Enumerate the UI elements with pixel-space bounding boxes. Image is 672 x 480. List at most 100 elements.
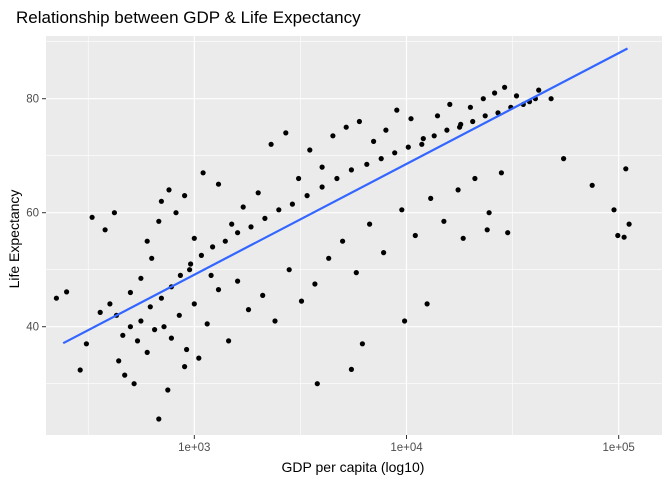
data-point [455, 187, 461, 193]
data-point [460, 235, 466, 241]
data-point [480, 96, 486, 102]
data-point [495, 110, 501, 116]
data-point [405, 144, 411, 150]
data-point [168, 335, 174, 341]
data-point [392, 150, 398, 156]
data-point [340, 238, 346, 244]
data-point [204, 321, 210, 327]
data-point [513, 93, 520, 99]
data-point [319, 184, 325, 190]
data-point [283, 130, 289, 136]
data-point [235, 278, 241, 284]
data-point [222, 238, 228, 244]
x-tick-label: 1e+03 [178, 442, 210, 454]
data-point [412, 232, 418, 239]
data-point [268, 141, 274, 147]
data-point [102, 227, 108, 233]
data-point [131, 381, 137, 387]
data-point [255, 190, 261, 196]
data-point [296, 175, 302, 182]
data-point [383, 127, 389, 133]
data-point [165, 387, 171, 393]
data-point [235, 230, 241, 236]
data-point [248, 224, 254, 230]
data-point [348, 167, 354, 173]
data-point [289, 201, 295, 207]
data-point [424, 301, 430, 307]
data-point [158, 198, 164, 204]
trend-line [62, 47, 629, 345]
data-point [149, 255, 155, 261]
data-point [127, 324, 133, 330]
y-tick-label: 40 [26, 322, 39, 334]
data-point [53, 295, 60, 301]
data-point [444, 127, 450, 133]
data-point [182, 193, 188, 199]
data-point [161, 324, 167, 330]
data-point [472, 175, 478, 182]
data-point [116, 358, 122, 364]
y-tick-label: 80 [26, 94, 39, 106]
y-tick-label: 60 [26, 208, 39, 220]
data-point [484, 227, 490, 233]
plot-panel [46, 36, 662, 435]
data-point [229, 221, 235, 227]
data-point [111, 210, 117, 216]
data-point [226, 338, 232, 344]
chart-title: Relationship between GDP & Life Expectan… [16, 8, 361, 27]
data-point [260, 292, 266, 298]
data-point [177, 272, 183, 278]
data-point [419, 141, 425, 147]
x-tick-label: 1e+04 [390, 442, 423, 454]
data-point [215, 287, 222, 293]
data-point [187, 267, 193, 273]
data-point [621, 234, 627, 240]
data-point [134, 338, 141, 344]
data-point [498, 170, 504, 176]
data-point [561, 156, 567, 162]
data-point [378, 156, 384, 162]
data-point [64, 289, 70, 295]
data-point [182, 364, 188, 370]
data-point [626, 221, 632, 227]
data-point [434, 113, 441, 119]
data-point [191, 301, 197, 307]
data-point [120, 332, 126, 338]
data-point [158, 295, 164, 301]
data-point [326, 255, 332, 261]
data-point [623, 166, 629, 172]
data-point [611, 207, 617, 213]
data-point [156, 416, 162, 422]
data-point [367, 221, 373, 227]
data-point [144, 349, 150, 355]
x-tick-label: 1e+05 [603, 442, 635, 454]
data-point [89, 214, 95, 220]
data-point [399, 207, 405, 213]
data-point [381, 250, 387, 256]
data-point [482, 113, 488, 119]
data-point [152, 327, 158, 333]
grid-minor [46, 36, 662, 435]
data-point [173, 210, 179, 216]
x-axis: 1e+03 1e+04 1e+05 [178, 435, 635, 454]
data-point [138, 275, 144, 281]
data-point [304, 193, 310, 199]
data-point [215, 181, 222, 187]
data-point [184, 346, 190, 353]
data-point [420, 136, 426, 142]
data-point [122, 372, 128, 378]
data-point [196, 355, 202, 361]
y-axis-title: Life Expectancy [6, 190, 22, 289]
data-point [77, 367, 83, 373]
data-point [371, 138, 377, 144]
data-point [83, 341, 89, 347]
data-point [353, 270, 359, 276]
data-point [314, 381, 320, 387]
data-point [208, 272, 214, 278]
data-point [402, 318, 408, 324]
data-point [441, 218, 447, 224]
data-point [457, 124, 463, 130]
data-point [486, 210, 492, 216]
data-point [408, 116, 414, 122]
